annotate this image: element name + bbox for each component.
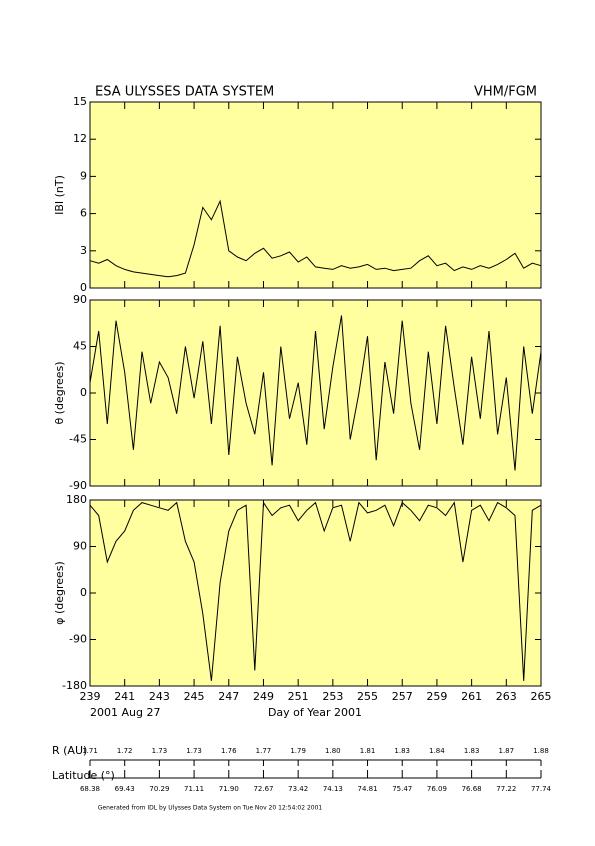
x-tick-label: 265: [531, 690, 552, 703]
lat-value: 74.81: [358, 785, 378, 793]
footer: Generated from IDL by Ulysses Data Syste…: [98, 805, 323, 812]
lat-value: 74.13: [323, 785, 343, 793]
x-tick-label: 245: [184, 690, 205, 703]
instrument: VHM/FGM: [474, 85, 537, 100]
y-tick-label: 0: [80, 386, 87, 399]
y-tick-label: 9: [80, 169, 87, 182]
x-tick-label: 259: [426, 690, 447, 703]
lat-value: 76.09: [427, 785, 447, 793]
y-tick-label: 0: [80, 586, 87, 599]
y-tick-label: 90: [73, 540, 87, 553]
x-tick-label: 253: [322, 690, 343, 703]
lat-value: 76.68: [462, 785, 482, 793]
r-value: 1.84: [429, 747, 445, 755]
r-value: 1.72: [117, 747, 133, 755]
y-axis-label: φ (degrees): [53, 561, 66, 625]
y-tick-label: 0: [80, 281, 87, 294]
data-line: [89, 501, 542, 681]
lat-value: 73.42: [288, 785, 308, 793]
title: ESA ULYSSES DATA SYSTEM: [95, 85, 274, 100]
y-tick-label: -45: [69, 433, 87, 446]
y-tick-label: 12: [73, 132, 87, 145]
x-tick-label: 241: [114, 690, 135, 703]
x-tick-label: 251: [288, 690, 309, 703]
plot-area: [89, 101, 542, 289]
y-tick-label: -180: [62, 679, 87, 692]
plot-area: [89, 299, 542, 487]
r-value: 1.73: [186, 747, 202, 755]
lat-value: 70.29: [149, 785, 169, 793]
y-tick-label: -90: [69, 633, 87, 646]
r-value: 1.71: [82, 747, 98, 755]
x-tick-label: 249: [253, 690, 274, 703]
lat-value: 77.74: [531, 785, 552, 793]
x-axis-label: Day of Year 2001: [268, 706, 362, 719]
r-value: 1.80: [325, 747, 341, 755]
r-label: R (AU): [52, 744, 87, 757]
lat-value: 75.47: [392, 785, 412, 793]
r-value: 1.77: [256, 747, 272, 755]
r-value: 1.83: [394, 747, 410, 755]
y-tick-label: 6: [80, 207, 87, 220]
plot-area: [89, 499, 542, 687]
lat-value: 68.38: [80, 785, 100, 793]
lat-value: 71.11: [184, 785, 204, 793]
r-value: 1.88: [533, 747, 549, 755]
y-tick-label: 180: [66, 493, 87, 506]
x-tick-label: 261: [461, 690, 482, 703]
x-tick-label: 263: [496, 690, 517, 703]
x-tick-label: 247: [218, 690, 239, 703]
data-line: [89, 315, 542, 471]
y-axis-label: θ (degrees): [53, 361, 66, 424]
lat-value: 71.90: [219, 785, 239, 793]
lat-value: 72.67: [253, 785, 273, 793]
r-value: 1.73: [152, 747, 168, 755]
x-tick-label: 243: [149, 690, 170, 703]
r-value: 1.81: [360, 747, 376, 755]
r-value: 1.87: [499, 747, 515, 755]
x-tick-label: 255: [357, 690, 378, 703]
lat-label: Latitude (°): [52, 769, 115, 782]
data-line: [89, 199, 542, 278]
r-value: 1.79: [290, 747, 306, 755]
r-value: 1.76: [221, 747, 237, 755]
y-tick-label: 15: [73, 95, 87, 108]
y-tick-label: 3: [80, 244, 87, 257]
y-tick-label: -90: [69, 479, 87, 492]
y-tick-label: 45: [73, 340, 87, 353]
y-tick-label: 90: [73, 293, 87, 306]
x-tick-label: 239: [80, 690, 101, 703]
lat-value: 77.22: [496, 785, 516, 793]
y-axis-label: IBI (nT): [53, 175, 66, 215]
lat-value: 69.43: [115, 785, 135, 793]
r-value: 1.83: [464, 747, 480, 755]
x-tick-label: 257: [392, 690, 413, 703]
start-date: 2001 Aug 27: [90, 706, 160, 719]
